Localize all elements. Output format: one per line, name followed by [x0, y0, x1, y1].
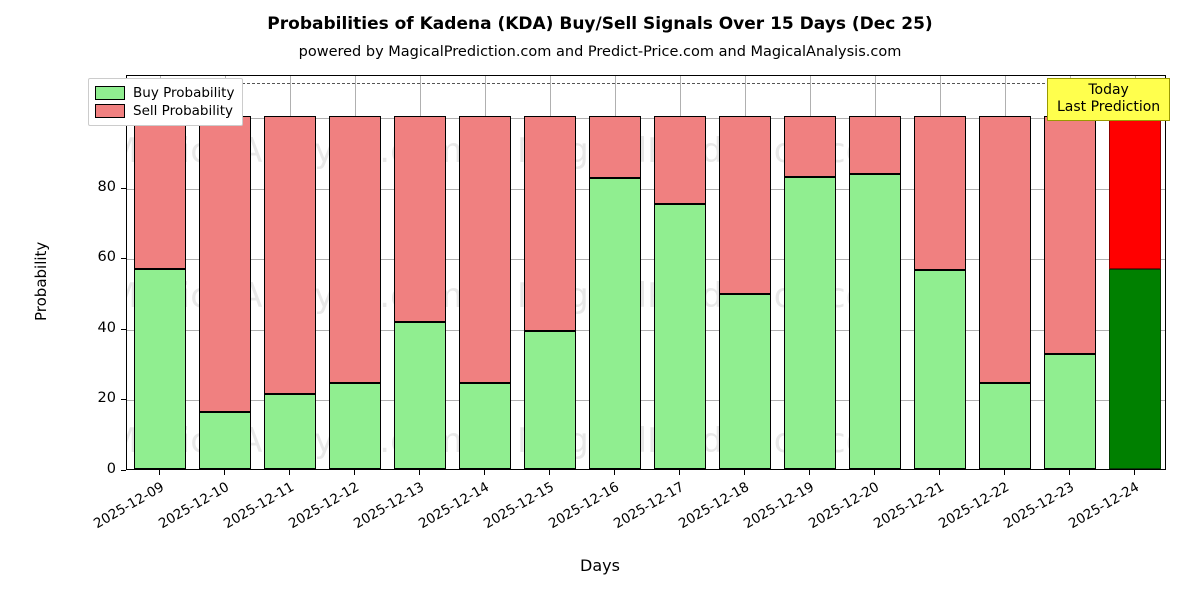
y-tick-mark [121, 328, 126, 330]
plot-area: MagicalAnalysis.comMagicalPrediction.com… [126, 75, 1166, 470]
x-tick-mark [1133, 470, 1135, 475]
reference-line [127, 83, 1165, 85]
bar-2025-12-19[interactable] [783, 76, 836, 469]
bar-2025-12-10[interactable] [198, 76, 251, 469]
y-tick-label: 0 [106, 461, 116, 477]
bar-2025-12-09[interactable] [133, 76, 186, 469]
y-axis-title: Probability [32, 241, 50, 321]
bar-2025-12-18[interactable] [718, 76, 771, 469]
x-tick-mark [548, 470, 550, 475]
gridline-horizontal [127, 400, 1165, 402]
legend-swatch-sell [95, 104, 125, 118]
chart-subtitle: powered by MagicalPrediction.com and Pre… [298, 44, 902, 60]
gridline-horizontal [127, 259, 1165, 261]
bar-segment-buy[interactable] [523, 330, 576, 469]
bar-segment-sell[interactable] [783, 116, 836, 177]
gridline-horizontal [127, 329, 1165, 331]
bar-segment-sell[interactable] [588, 116, 641, 178]
bar-segment-sell[interactable] [1108, 116, 1161, 270]
bar-segment-buy[interactable] [848, 173, 901, 469]
today-annotation: Today Last Prediction [1047, 78, 1171, 121]
gridline-horizontal [127, 118, 1165, 120]
x-tick-mark [1003, 470, 1005, 475]
bar-2025-12-22[interactable] [978, 76, 1031, 469]
bar-2025-12-21[interactable] [913, 76, 966, 469]
bar-segment-sell[interactable] [978, 116, 1031, 384]
bar-2025-12-16[interactable] [588, 76, 641, 469]
bar-segment-buy[interactable] [393, 321, 446, 469]
x-tick-mark [1068, 470, 1070, 475]
legend-item-sell: Sell Probability [95, 102, 234, 120]
x-tick-mark [743, 470, 745, 475]
x-tick-mark [223, 470, 225, 475]
x-tick-mark [353, 470, 355, 475]
x-tick-mark [483, 470, 485, 475]
bar-2025-12-23[interactable] [1043, 76, 1096, 469]
y-tick-mark [121, 187, 126, 189]
bar-segment-sell[interactable] [458, 116, 511, 384]
x-tick-mark [613, 470, 615, 475]
bar-segment-buy[interactable] [1043, 353, 1096, 469]
bar-segment-buy[interactable] [458, 383, 511, 469]
bar-segment-sell[interactable] [653, 116, 706, 204]
bar-segment-sell[interactable] [328, 116, 381, 384]
bar-segment-buy[interactable] [588, 177, 641, 469]
y-tick-label: 20 [97, 390, 116, 407]
bar-segment-buy[interactable] [263, 393, 316, 469]
bar-segment-sell[interactable] [1043, 116, 1096, 354]
y-tick-mark [121, 258, 126, 260]
x-tick-mark [418, 470, 420, 475]
bar-2025-12-17[interactable] [653, 76, 706, 469]
bar-2025-12-24[interactable] [1108, 76, 1161, 469]
chart-title: Probabilities of Kadena (KDA) Buy/Sell S… [267, 14, 933, 34]
bar-segment-buy[interactable] [1108, 269, 1161, 469]
legend-label-sell: Sell Probability [133, 103, 234, 119]
bar-segment-buy[interactable] [328, 383, 381, 469]
y-tick-label: 80 [97, 178, 116, 195]
bar-segment-sell[interactable] [848, 116, 901, 174]
bar-segment-buy[interactable] [913, 270, 966, 469]
legend-item-buy: Buy Probability [95, 84, 234, 102]
bar-2025-12-14[interactable] [458, 76, 511, 469]
y-tick-label: 60 [97, 249, 116, 266]
gridline-horizontal [127, 188, 1165, 190]
x-axis-title: Days [580, 556, 620, 575]
bar-segment-sell[interactable] [393, 116, 446, 322]
plot-inner: MagicalAnalysis.comMagicalPrediction.com… [127, 76, 1165, 469]
bar-segment-sell[interactable] [523, 116, 576, 331]
today-annotation-line1: Today [1088, 82, 1129, 98]
bar-2025-12-15[interactable] [523, 76, 576, 469]
y-tick-mark [121, 470, 126, 471]
bar-segment-buy[interactable] [718, 294, 771, 469]
bar-segment-buy[interactable] [978, 383, 1031, 469]
x-tick-mark [288, 470, 290, 475]
bar-2025-12-11[interactable] [263, 76, 316, 469]
today-annotation-line2: Last Prediction [1057, 99, 1161, 115]
x-tick-mark [873, 470, 875, 475]
x-tick-mark [808, 470, 810, 475]
x-tick-mark [678, 470, 680, 475]
legend-label-buy: Buy Probability [133, 85, 235, 101]
legend-swatch-buy [95, 86, 125, 100]
bar-segment-sell[interactable] [913, 116, 966, 271]
x-tick-mark [938, 470, 940, 475]
bar-segment-buy[interactable] [133, 269, 186, 469]
x-tick-mark [158, 470, 160, 475]
y-tick-label: 40 [97, 319, 116, 336]
bar-2025-12-20[interactable] [848, 76, 901, 469]
chart-legend: Buy Probability Sell Probability [88, 78, 244, 126]
y-tick-mark [121, 399, 126, 401]
bar-segment-buy[interactable] [653, 203, 706, 469]
bar-segment-sell[interactable] [133, 116, 186, 270]
bar-segment-buy[interactable] [783, 176, 836, 469]
bar-segment-sell[interactable] [718, 116, 771, 295]
bar-2025-12-13[interactable] [393, 76, 446, 469]
bar-2025-12-12[interactable] [328, 76, 381, 469]
bar-segment-sell[interactable] [263, 116, 316, 394]
bar-segment-buy[interactable] [198, 411, 251, 469]
bar-segment-sell[interactable] [198, 116, 251, 412]
